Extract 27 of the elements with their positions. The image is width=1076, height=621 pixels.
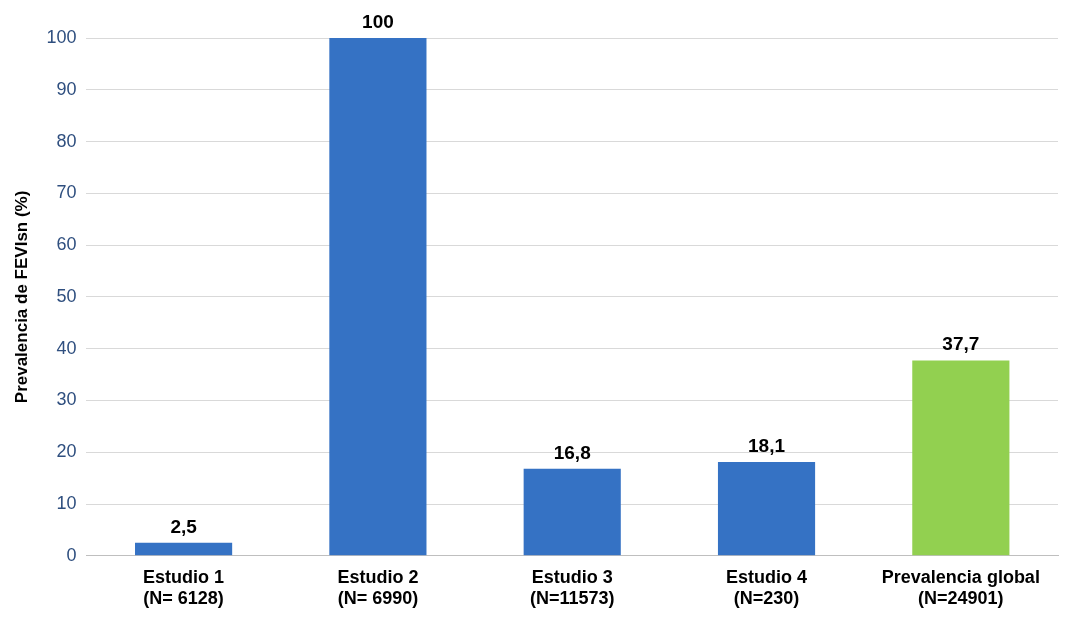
y-axis-title: Prevalencia de FEVIsn (%): [11, 190, 31, 404]
y-tick-label: 40: [56, 337, 77, 358]
data-label: 37,7: [942, 333, 980, 355]
bar: [329, 38, 427, 556]
x-tick-label: Estudio 3 (N=11573): [529, 566, 615, 609]
data-label: 2,5: [170, 515, 198, 537]
y-tick-label: 50: [56, 285, 77, 306]
y-tick-label: 70: [56, 182, 77, 203]
bar: [912, 360, 1010, 556]
x-tick-label: Estudio 2 (N= 6990): [337, 566, 419, 609]
x-tick-label: Prevalencia global (N=24901): [881, 566, 1040, 609]
data-label: 16,8: [553, 441, 591, 463]
bar: [135, 542, 233, 556]
y-tick-label: 30: [56, 389, 77, 410]
y-tick-label: 100: [46, 26, 77, 47]
y-tick-label: 0: [66, 544, 77, 565]
bar: [523, 468, 621, 556]
y-tick-label: 80: [56, 130, 77, 151]
y-tick-label: 90: [56, 78, 77, 99]
y-tick-label: 20: [56, 441, 77, 462]
x-tick-label: Estudio 1 (N= 6128): [143, 566, 225, 609]
y-tick-label: 60: [56, 234, 77, 255]
data-label: 100: [362, 10, 394, 32]
bar: [717, 462, 816, 556]
x-tick-label: Estudio 4 (N=230): [726, 566, 808, 609]
y-tick-label: 10: [56, 492, 77, 513]
data-label: 18,1: [748, 434, 786, 456]
